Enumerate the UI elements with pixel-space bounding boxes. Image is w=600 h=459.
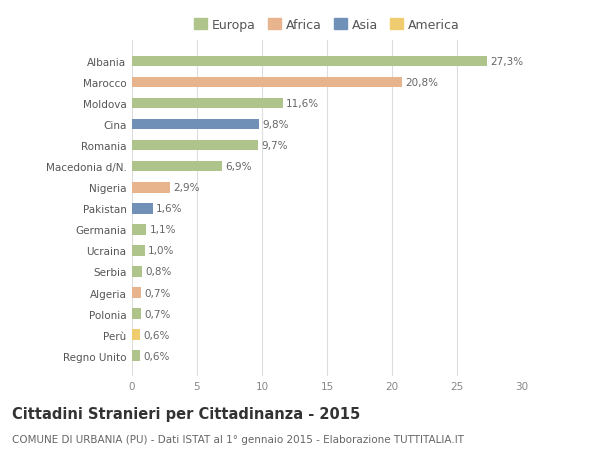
- Text: 0,6%: 0,6%: [143, 330, 169, 340]
- Bar: [132, 246, 145, 256]
- Text: 9,8%: 9,8%: [263, 120, 289, 130]
- Bar: [132, 99, 283, 109]
- Text: 9,7%: 9,7%: [262, 141, 288, 151]
- Legend: Europa, Africa, Asia, America: Europa, Africa, Asia, America: [194, 19, 460, 32]
- Text: 2,9%: 2,9%: [173, 183, 199, 193]
- Text: 27,3%: 27,3%: [490, 57, 523, 67]
- Bar: [132, 78, 403, 88]
- Bar: [132, 119, 259, 130]
- Bar: [132, 204, 153, 214]
- Bar: [132, 308, 141, 319]
- Text: COMUNE DI URBANIA (PU) - Dati ISTAT al 1° gennaio 2015 - Elaborazione TUTTITALIA: COMUNE DI URBANIA (PU) - Dati ISTAT al 1…: [12, 434, 464, 444]
- Text: 20,8%: 20,8%: [406, 78, 439, 88]
- Bar: [132, 351, 140, 361]
- Bar: [132, 140, 258, 151]
- Text: 11,6%: 11,6%: [286, 99, 319, 109]
- Text: 1,0%: 1,0%: [148, 246, 175, 256]
- Bar: [132, 162, 222, 172]
- Bar: [132, 224, 146, 235]
- Text: 1,6%: 1,6%: [156, 204, 182, 214]
- Bar: [132, 183, 170, 193]
- Text: Cittadini Stranieri per Cittadinanza - 2015: Cittadini Stranieri per Cittadinanza - 2…: [12, 406, 360, 421]
- Text: 1,1%: 1,1%: [149, 225, 176, 235]
- Text: 0,7%: 0,7%: [145, 288, 171, 298]
- Text: 0,8%: 0,8%: [146, 267, 172, 277]
- Bar: [132, 330, 140, 340]
- Bar: [132, 56, 487, 67]
- Bar: [132, 267, 142, 277]
- Text: 0,6%: 0,6%: [143, 351, 169, 361]
- Bar: [132, 288, 141, 298]
- Text: 0,7%: 0,7%: [145, 309, 171, 319]
- Text: 6,9%: 6,9%: [225, 162, 251, 172]
